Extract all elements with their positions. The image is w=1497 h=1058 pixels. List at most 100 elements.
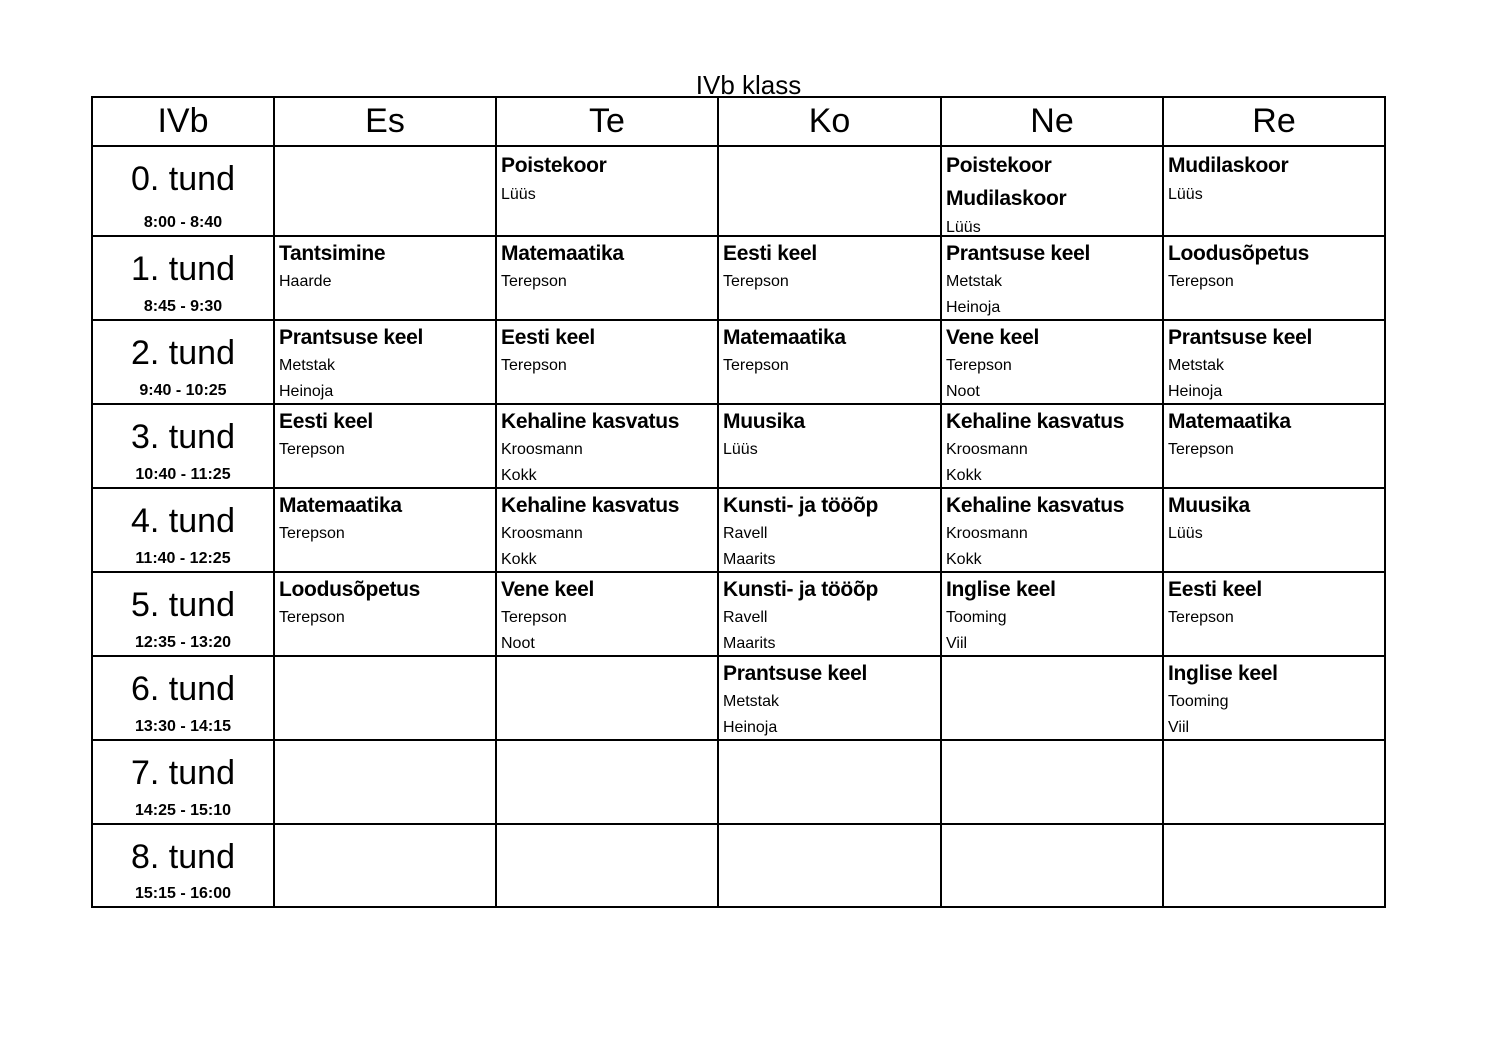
day-header: Ko: [719, 98, 942, 147]
lesson-number: 1. tund: [131, 250, 235, 288]
timetable-cell: [942, 825, 1164, 908]
teacher-name: Lüüs: [723, 441, 758, 458]
subject-name: Vene keel: [501, 578, 595, 601]
subject-name: Matemaatika: [501, 242, 624, 265]
lesson-label: 8. tund 15:15 - 16:00: [93, 825, 275, 908]
teacher-name: Lüüs: [1168, 186, 1203, 203]
teacher-name: Kroosmann: [946, 525, 1028, 542]
teacher-name: Kroosmann: [501, 441, 583, 458]
teacher-name: Lüüs: [946, 219, 981, 236]
timetable-cell: [497, 657, 719, 741]
timetable-cell: [1164, 825, 1386, 908]
timetable-cell: Eesti keel Terepson: [275, 405, 497, 489]
timetable-cell: [497, 825, 719, 908]
teacher-name: Terepson: [1168, 609, 1234, 626]
timetable-cell: Mudilaskoor Lüüs: [1164, 147, 1386, 237]
timetable-cell: Muusika Lüüs: [719, 405, 942, 489]
timetable-cell: Loodusõpetus Terepson: [275, 573, 497, 657]
teacher-name: Kokk: [501, 467, 537, 484]
timetable-cell: Inglise keel Tooming Viil: [1164, 657, 1386, 741]
teacher-name: Terepson: [279, 441, 345, 458]
subject-name: Matemaatika: [1168, 410, 1291, 433]
subject-name: Mudilaskoor: [1168, 154, 1289, 177]
timetable-cell: Tantsimine Haarde: [275, 237, 497, 321]
teacher-name: Kroosmann: [501, 525, 583, 542]
teacher-name: Viil: [946, 635, 968, 652]
subject-name: Kehaline kasvatus: [501, 494, 680, 517]
timetable-cell: Loodusõpetus Terepson: [1164, 237, 1386, 321]
subject-name: Muusika: [1168, 494, 1250, 517]
timetable-cell: [275, 741, 497, 825]
lesson-number: 5. tund: [131, 586, 235, 624]
teacher-name: Ravell: [723, 609, 768, 626]
teacher-name: Metstak: [1168, 357, 1225, 374]
lesson-label: 5. tund 12:35 - 13:20: [93, 573, 275, 657]
subject-name: Prantsuse keel: [946, 242, 1091, 265]
lesson-number: 8. tund: [131, 838, 235, 876]
teacher-name: Ravell: [723, 525, 768, 542]
lesson-number: 2. tund: [131, 334, 235, 372]
teacher-name: Heinoja: [1168, 383, 1223, 400]
lesson-label: 3. tund 10:40 - 11:25: [93, 405, 275, 489]
teacher-name: Terepson: [946, 357, 1012, 374]
subject-name: Poistekoor: [501, 154, 607, 177]
subject-name: Muusika: [723, 410, 805, 433]
timetable-cell: Kunsti- ja tööõp Ravell Maarits: [719, 573, 942, 657]
lesson-time: 10:40 - 11:25: [135, 466, 231, 483]
subject-name: Eesti keel: [501, 326, 595, 349]
timetable-cell: Kehaline kasvatus Kroosmann Kokk: [497, 489, 719, 573]
teacher-name: Terepson: [1168, 273, 1234, 290]
timetable-cell: Prantsuse keel Metstak Heinoja: [1164, 321, 1386, 405]
subject-name: Kehaline kasvatus: [946, 494, 1125, 517]
lesson-time: 11:40 - 12:25: [135, 550, 231, 567]
lesson-number: 6. tund: [131, 670, 235, 708]
timetable-cell: Vene keel Terepson Noot: [942, 321, 1164, 405]
timetable-cell: [275, 147, 497, 237]
teacher-name: Kokk: [501, 551, 537, 568]
lesson-time: 15:15 - 16:00: [134, 885, 232, 902]
subject-name: Mudilaskoor: [946, 187, 1067, 210]
subject-name: Prantsuse keel: [723, 662, 868, 685]
day-header: Re: [1164, 98, 1386, 147]
teacher-name: Maarits: [723, 635, 776, 652]
lesson-time: 8:00 - 8:40: [143, 214, 223, 231]
timetable-cell: Kehaline kasvatus Kroosmann Kokk: [942, 489, 1164, 573]
timetable: IVb Es Te Ko Ne Re 0. tund 8:00 - 8:40 Poistekoo…: [91, 96, 1386, 908]
teacher-name: Metstak: [279, 357, 336, 374]
class-header: IVb: [93, 98, 275, 147]
teacher-name: Viil: [1168, 719, 1190, 736]
subject-name: Loodusõpetus: [279, 578, 421, 601]
teacher-name: Terepson: [501, 273, 567, 290]
teacher-name: Lüüs: [501, 186, 536, 203]
lesson-time: 14:25 - 15:10: [134, 802, 232, 819]
timetable-cell: Matemaatika Terepson: [1164, 405, 1386, 489]
subject-name: Poistekoor: [946, 154, 1052, 177]
teacher-name: Kokk: [946, 551, 982, 568]
teacher-name: Kroosmann: [946, 441, 1028, 458]
teacher-name: Lüüs: [1168, 525, 1203, 542]
teacher-name: Noot: [501, 635, 535, 652]
lesson-time: 9:40 - 10:25: [139, 382, 227, 399]
timetable-cell: Prantsuse keel Metstak Heinoja: [275, 321, 497, 405]
lesson-label: 0. tund 8:00 - 8:40: [93, 147, 275, 237]
teacher-name: Haarde: [279, 273, 332, 290]
teacher-name: Terepson: [501, 609, 567, 626]
lesson-label: 1. tund 8:45 - 9:30: [93, 237, 275, 321]
lesson-time: 13:30 - 14:15: [134, 718, 232, 735]
timetable-cell: [1164, 741, 1386, 825]
lesson-number: 7. tund: [131, 754, 235, 792]
teacher-name: Terepson: [723, 357, 789, 374]
timetable-cell: Prantsuse keel Metstak Heinoja: [942, 237, 1164, 321]
page-title: IVb klass: [695, 70, 802, 100]
subject-name: Inglise keel: [946, 578, 1056, 601]
timetable-cell: Inglise keel Tooming Viil: [942, 573, 1164, 657]
subject-name: Loodusõpetus: [1168, 242, 1310, 265]
teacher-name: Noot: [946, 383, 980, 400]
day-header: Es: [275, 98, 497, 147]
timetable-cell: Kehaline kasvatus Kroosmann Kokk: [942, 405, 1164, 489]
timetable-cell: [275, 825, 497, 908]
timetable-cell: [719, 147, 942, 237]
day-header: Ne: [942, 98, 1164, 147]
subject-name: Vene keel: [946, 326, 1040, 349]
teacher-name: Terepson: [1168, 441, 1234, 458]
